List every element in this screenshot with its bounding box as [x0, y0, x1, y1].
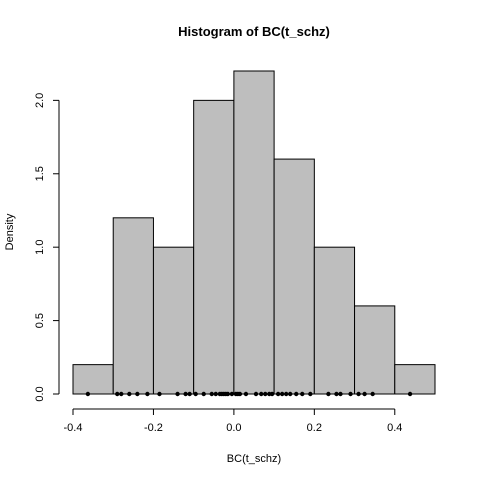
histogram-bar-7 — [354, 305, 396, 395]
rug-point-29 — [275, 391, 281, 397]
x-axis: -0.4 -0.2 0.0 0.2 0.4 — [64, 408, 402, 434]
rug-point-7 — [175, 391, 180, 397]
x-tick-label: 0.4 — [387, 422, 402, 434]
histogram-bar-5 — [273, 158, 315, 395]
rug-point-32 — [288, 391, 293, 397]
x-tick-label: 0.0 — [226, 422, 241, 434]
rug-point-5 — [145, 391, 150, 397]
rug-point-42 — [370, 391, 375, 397]
rug-point-38 — [338, 391, 343, 397]
rug-point-11 — [201, 391, 206, 397]
y-tick-label: 2.0 — [34, 93, 46, 108]
rug-point-33 — [294, 391, 299, 397]
x-axis-label: BC(t_schz) — [227, 453, 281, 465]
rug-point-41 — [362, 391, 367, 397]
x-tick-label: -0.4 — [64, 422, 83, 434]
rug-point-37 — [334, 391, 339, 397]
rug-point-10 — [193, 391, 198, 397]
rug-point-23 — [243, 391, 249, 397]
rug-point-0 — [85, 391, 91, 397]
x-tick-label: -0.2 — [144, 422, 163, 434]
histogram-bar-0 — [72, 364, 114, 395]
y-axis-label: Density — [4, 213, 16, 250]
rug-points — [85, 391, 413, 397]
rug-point-18 — [225, 391, 231, 397]
y-tick-label: 1.0 — [34, 240, 46, 255]
rug-point-43 — [407, 391, 413, 397]
histogram-bar-2 — [152, 246, 195, 395]
histogram-bar-6 — [313, 246, 356, 395]
rug-point-40 — [356, 391, 361, 397]
rug-point-36 — [326, 391, 331, 397]
rug-point-1 — [115, 391, 120, 397]
histogram-bar-4 — [233, 70, 275, 395]
y-tick-label: 0.0 — [34, 386, 46, 401]
histogram-bars — [72, 70, 436, 395]
rug-point-39 — [348, 391, 353, 397]
y-axis: 0.0 0.5 1.0 1.5 2.0 — [34, 93, 60, 402]
histogram-bar-3 — [193, 99, 235, 395]
rug-point-26 — [263, 391, 268, 397]
histogram-bar-8 — [394, 364, 436, 395]
rug-point-31 — [283, 391, 289, 397]
rug-point-19 — [229, 391, 235, 397]
rug-point-2 — [119, 391, 124, 397]
y-tick-label: 0.5 — [34, 313, 46, 328]
rug-point-25 — [259, 391, 264, 397]
rug-point-8 — [183, 391, 188, 397]
rug-point-4 — [135, 391, 140, 397]
rug-point-9 — [187, 391, 192, 397]
rug-point-22 — [237, 391, 243, 397]
rug-point-35 — [308, 391, 313, 397]
rug-point-30 — [279, 391, 285, 397]
rug-point-28 — [269, 391, 275, 397]
chart-title: Histogram of BC(t_schz) — [178, 24, 330, 39]
rug-point-6 — [157, 391, 162, 397]
x-tick-label: 0.2 — [307, 422, 322, 434]
histogram-bar-1 — [112, 217, 154, 395]
y-tick-label: 1.5 — [34, 166, 46, 181]
rug-point-3 — [127, 391, 132, 397]
rug-point-24 — [253, 391, 259, 397]
rug-point-12 — [209, 391, 214, 397]
rug-point-34 — [300, 391, 305, 397]
rug-point-13 — [213, 391, 218, 397]
